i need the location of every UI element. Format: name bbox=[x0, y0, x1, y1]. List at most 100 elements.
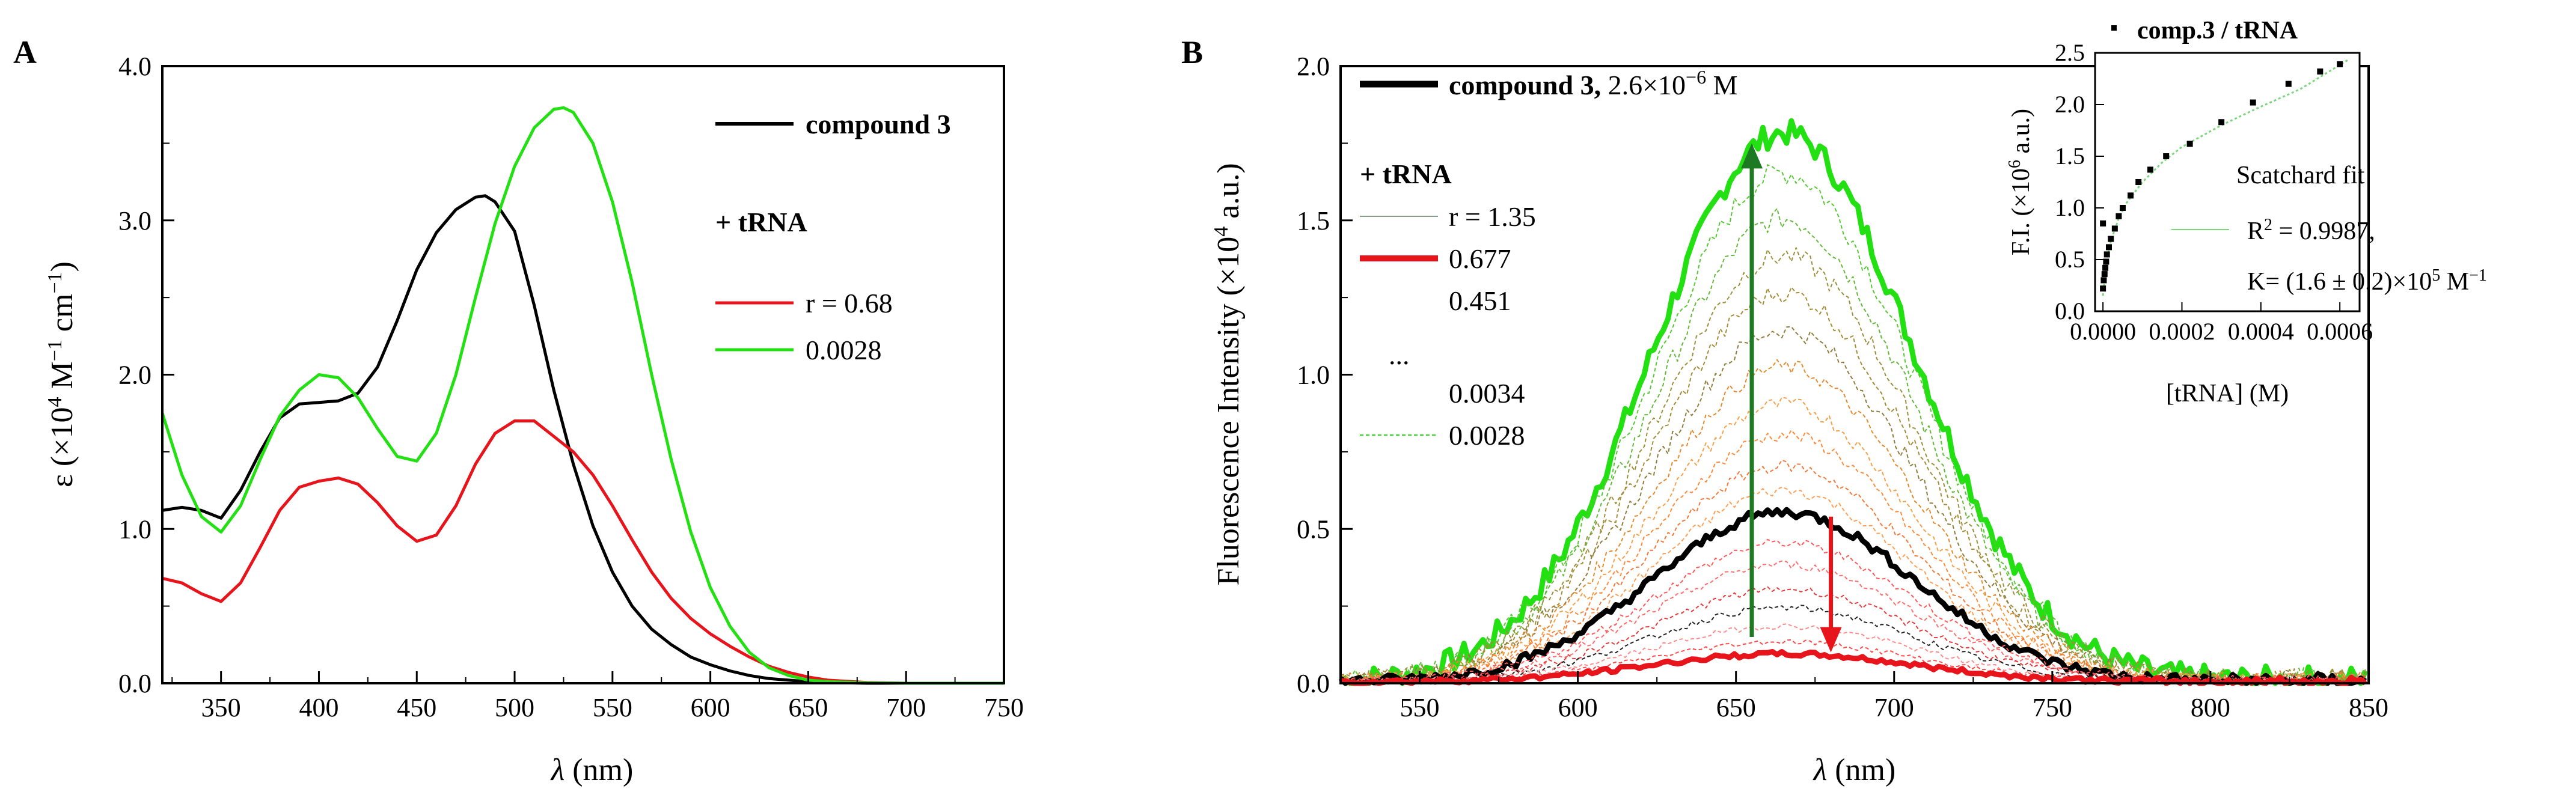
panel-a-series-line-2 bbox=[161, 106, 1004, 685]
inset-data-point bbox=[2111, 225, 2118, 232]
panel-b-spectrum-9 bbox=[1340, 459, 2366, 684]
panel-a-x-tick-label: 450 bbox=[397, 693, 436, 722]
panel-b-spectrum-16 bbox=[1340, 623, 2366, 684]
inset-data-point bbox=[2101, 271, 2108, 278]
panel-a-x-tick-label: 700 bbox=[886, 693, 926, 722]
legend-title-tRNA: + tRNA bbox=[715, 207, 807, 237]
inset-data-point bbox=[2100, 220, 2106, 227]
inset-y-tick-label: 2.0 bbox=[2055, 91, 2085, 118]
inset-y-label: F.I. (×106 a.u.) bbox=[2005, 109, 2036, 255]
legend-b-label-r135: r = 1.35 bbox=[1449, 201, 1536, 232]
legend-label-00028: 0.0028 bbox=[806, 335, 882, 365]
inset-y-tick-label: 1.0 bbox=[2055, 194, 2085, 221]
panel-a-y-tick-label: 0.0 bbox=[118, 669, 151, 698]
panel-b-y-tick-label: 2.0 bbox=[1297, 52, 1330, 81]
panel-b-spectrum-2 bbox=[1340, 207, 2366, 684]
inset-frame bbox=[2094, 52, 2361, 312]
inset-y-tick-label: 2.5 bbox=[2055, 39, 2085, 66]
panel-b-x-label: λ (nm) bbox=[1813, 753, 1896, 787]
panel-b-x-tick-label: 750 bbox=[2033, 693, 2072, 722]
inset-y-tick-label: 0.5 bbox=[2055, 246, 2085, 273]
panel-a-x-label: λ (nm) bbox=[550, 753, 634, 787]
panel-a-legend: compound 3 + tRNA r = 0.68 0.0028 bbox=[715, 109, 951, 365]
inset-y-tick-label: 1.5 bbox=[2055, 142, 2085, 169]
inset-data-point bbox=[2102, 264, 2109, 271]
inset-x-tick-label: 0.0004 bbox=[2228, 318, 2294, 345]
inset-data-point bbox=[2147, 166, 2153, 173]
inset-data-point bbox=[2285, 81, 2292, 87]
inset-fit-label: Scatchard fit bbox=[2236, 162, 2365, 189]
panel-b-x-tick-label: 650 bbox=[1716, 693, 1756, 722]
inset-data-point bbox=[2163, 153, 2170, 159]
panel-a-x-tick-label: 400 bbox=[299, 693, 338, 722]
inset-data-point bbox=[2135, 179, 2142, 185]
panel-b-arrow-decrease-head bbox=[1820, 627, 1842, 653]
panel-b-x-tick-label: 600 bbox=[1558, 693, 1598, 722]
panel-b-spectrum-18 bbox=[1340, 649, 2367, 686]
inset-x-tick-label: 0.0000 bbox=[2070, 318, 2136, 345]
inset-legend-marker bbox=[2111, 25, 2117, 31]
inset-data-point bbox=[2103, 258, 2109, 265]
panel-a-x-tick-label: 750 bbox=[984, 693, 1024, 722]
inset-k-value: K= (1.6 ± 0.2)×105 M−1 bbox=[2247, 266, 2487, 296]
panel-b-y-tick-label: 0.0 bbox=[1297, 669, 1330, 698]
legend-b-label-ellipsis: ... bbox=[1389, 340, 1410, 370]
inset-data-point bbox=[2100, 285, 2106, 292]
legend-b-label-compound-3: compound 3, 2.6×10−6 M bbox=[1449, 66, 1737, 100]
inset-points bbox=[2100, 61, 2343, 292]
panel-a-y-tick-label: 1.0 bbox=[118, 514, 151, 544]
panel-b-x-tick-label: 800 bbox=[2191, 693, 2230, 722]
panel-a-x-tick-label: 550 bbox=[593, 693, 632, 722]
panel-a-x-tick-label: 500 bbox=[495, 693, 534, 722]
legend-label-r068: r = 0.68 bbox=[806, 288, 893, 318]
inset-y-ticks: 0.0 0.5 1.0 1.5 2.0 2.5 bbox=[2055, 39, 2104, 324]
panel-b-letter: B bbox=[1181, 34, 1203, 70]
panel-a-x-ticks: 350 400 450 500 550 600 650 700 750 bbox=[171, 671, 1024, 722]
legend-b-label-00034: 0.0034 bbox=[1449, 378, 1525, 409]
inset-data-point bbox=[2105, 244, 2112, 251]
panel-b-spectrum-6 bbox=[1340, 359, 2366, 684]
inset-x-label: [tRNA] (M) bbox=[2166, 380, 2289, 407]
panel-a-y-ticks: 0.0 1.0 2.0 3.0 4.0 bbox=[118, 52, 174, 698]
inset-data-point bbox=[2186, 141, 2193, 147]
panel-b: B 550 600 650 700 750 800 850 0.00.51.01.52.0 … bbox=[1181, 17, 2487, 787]
panel-b-y-label: Fluorescence Intensity (×104 a.u.) bbox=[1210, 163, 1246, 585]
panel-a-series-line-1 bbox=[162, 419, 1004, 685]
legend-b-label-00028: 0.0028 bbox=[1449, 420, 1525, 451]
panel-b-y-tick-label: 1.0 bbox=[1297, 361, 1330, 390]
panel-a-series-line-0 bbox=[162, 194, 1004, 685]
panel-b-y-tick-label: 0.5 bbox=[1297, 514, 1330, 544]
panel-a-x-tick-label: 350 bbox=[201, 693, 241, 722]
inset-y-tick-label: 0.0 bbox=[2055, 297, 2085, 324]
legend-b-label-0451: 0.451 bbox=[1449, 285, 1511, 316]
panel-b-series bbox=[1338, 118, 2368, 686]
inset-legend-title: comp.3 / tRNA bbox=[2137, 17, 2298, 44]
panel-b-inset: 0.0000 0.0002 0.0004 0.0006 0.0 0.5 1.0 1.5 2.0… bbox=[2005, 17, 2487, 407]
inset-data-point bbox=[2103, 251, 2110, 258]
panel-a-frame bbox=[161, 65, 1005, 684]
panel-b-spectrum-7 bbox=[1340, 397, 2366, 684]
inset-data-point bbox=[2250, 99, 2256, 106]
inset-data-point bbox=[2100, 277, 2107, 284]
panel-a-y-tick-label: 4.0 bbox=[118, 52, 151, 81]
panel-a-series bbox=[161, 106, 1004, 685]
inset-data-point bbox=[2317, 68, 2324, 75]
panel-a-x-tick-label: 600 bbox=[691, 693, 730, 722]
panel-a-y-tick-label: 3.0 bbox=[118, 206, 151, 236]
panel-b-arrows bbox=[1741, 143, 1842, 653]
panel-b-spectrum-12 bbox=[1340, 538, 2366, 684]
panel-b-y-tick-label: 1.5 bbox=[1297, 206, 1330, 236]
inset-data-point bbox=[2116, 213, 2122, 219]
inset-x-tick-label: 0.0002 bbox=[2149, 318, 2215, 345]
inset-x-tick-label: 0.0006 bbox=[2307, 318, 2373, 345]
panel-a-x-tick-label: 650 bbox=[788, 693, 828, 722]
inset-data-point bbox=[2218, 119, 2225, 126]
panel-b-x-ticks: 550 600 650 700 750 800 850 bbox=[1340, 671, 2388, 722]
inset-data-point bbox=[2119, 205, 2126, 211]
panel-a-letter: A bbox=[13, 34, 37, 70]
panel-b-y-ticks: 0.0 0.5 1.0 1.5 2.0 bbox=[1297, 52, 1353, 698]
inset-data-point bbox=[2108, 236, 2114, 242]
panel-b-legend: compound 3, 2.6×10−6 M + tRNA r = 1.35 0… bbox=[1360, 66, 1737, 451]
panel-b-x-tick-label: 550 bbox=[1400, 693, 1440, 722]
